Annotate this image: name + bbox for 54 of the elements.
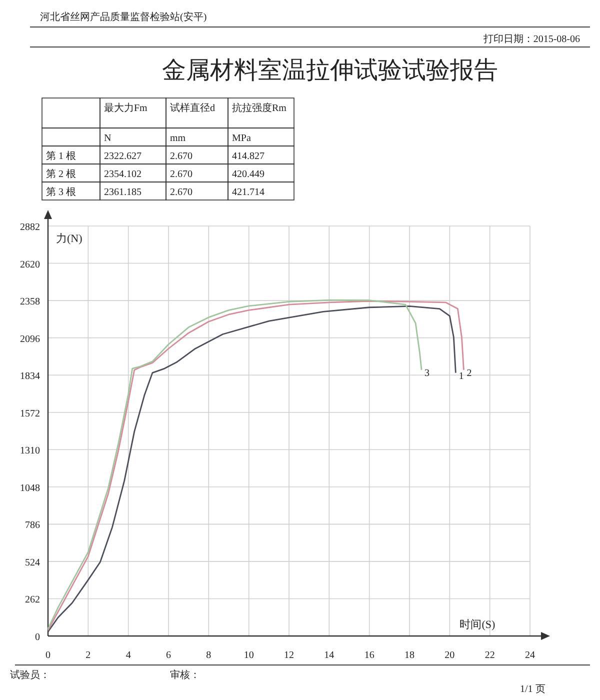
x-tick-label: 4 [126, 650, 131, 661]
text: 2.670 [170, 169, 192, 180]
x-tick-label: 8 [206, 650, 212, 661]
text: mm [170, 133, 186, 144]
y-tick-label: 524 [25, 557, 40, 568]
text: 第 2 根 [46, 168, 76, 180]
text: 2322.627 [104, 151, 142, 162]
series-label: 1 [458, 370, 464, 382]
series-label: 3 [424, 368, 430, 379]
y-tick-label: 2096 [20, 334, 40, 345]
x-tick-label: 16 [364, 650, 374, 661]
x-tick-label: 18 [404, 650, 414, 661]
text: 试样直径d [170, 102, 215, 114]
y-tick-label: 1834 [20, 371, 40, 382]
y-tick-label: 2882 [20, 222, 40, 233]
y-tick-label: 1048 [20, 482, 40, 494]
x-tick-label: 10 [244, 650, 254, 661]
text: 1/1 页 [520, 684, 546, 695]
y-tick-label: 2358 [20, 296, 40, 308]
text: N [104, 133, 112, 144]
x-tick-label: 12 [284, 650, 294, 661]
text: 2354.102 [104, 169, 142, 180]
y-tick-label: 2620 [20, 259, 40, 270]
x-tick-label: 0 [46, 650, 50, 661]
x-tick-label: 20 [444, 650, 455, 661]
text: 414.827 [232, 151, 264, 162]
y-tick-label: 786 [25, 520, 40, 532]
text: 第 1 根 [46, 150, 76, 162]
text: 抗拉强度Rm [232, 102, 287, 114]
text: 河北省丝网产品质量监督检验站(安平) [40, 11, 207, 23]
x-tick-label: 14 [324, 650, 334, 661]
text: 审核： [170, 669, 200, 681]
text: 420.449 [232, 169, 264, 180]
text: 试验员： [10, 669, 50, 681]
x-tick-label: 24 [525, 650, 535, 661]
y-axis-title: 力(N) [56, 232, 83, 245]
text: 2.670 [170, 187, 192, 198]
x-tick-label: 2 [86, 650, 91, 661]
text: 2.670 [170, 151, 192, 162]
text: 金属材料室温拉伸试验试验报告 [162, 57, 498, 84]
y-tick-label: 1310 [20, 446, 40, 457]
x-axis-title: 时间(S) [460, 618, 496, 631]
text: 打印日期：2015-08-06 [482, 33, 580, 45]
y-tick-label: 1572 [20, 408, 40, 420]
text: MPa [232, 133, 252, 144]
text: 第 3 根 [46, 186, 76, 198]
text: 2361.185 [104, 187, 142, 198]
series-label: 2 [466, 368, 472, 379]
y-tick-label: 0 [35, 632, 40, 643]
y-tick-label: 262 [25, 594, 40, 606]
text: 最大力Fm [104, 102, 148, 114]
x-tick-label: 22 [484, 650, 495, 661]
x-tick-label: 6 [166, 650, 171, 661]
text: 421.714 [232, 187, 264, 198]
